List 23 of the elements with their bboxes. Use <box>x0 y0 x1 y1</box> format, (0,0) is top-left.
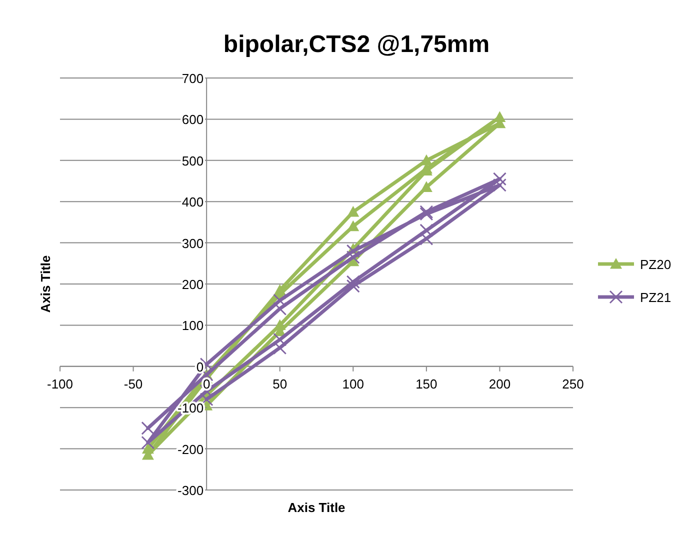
y-tick-label: 400 <box>182 194 204 210</box>
x-tick-label: -100 <box>46 376 74 392</box>
y-tick-label: -300 <box>178 483 204 498</box>
x-tick-label: -50 <box>124 376 143 392</box>
y-tick-label: 700 <box>182 71 204 86</box>
x-tick-label: 50 <box>272 376 288 392</box>
x-tick-label: 200 <box>488 376 511 392</box>
y-tick-label: 200 <box>182 277 204 292</box>
y-tick-label: 100 <box>182 318 204 334</box>
x-axis-title: Axis Title <box>288 500 346 515</box>
y-axis-title: Axis Title <box>38 255 53 313</box>
y-tick-label: 300 <box>182 236 204 251</box>
chart-title: bipolar,CTS2 @1,75mm <box>223 31 490 58</box>
y-tick-label: -100 <box>178 400 204 416</box>
legend-label: PZ21 <box>640 290 672 305</box>
y-tick-label: -200 <box>178 442 204 457</box>
y-tick-label: 500 <box>182 153 204 168</box>
x-tick-label: 150 <box>416 376 438 392</box>
y-tick-label: 600 <box>182 112 204 128</box>
y-tick-label: 0 <box>196 359 204 374</box>
legend-label: PZ20 <box>640 257 672 272</box>
x-tick-label: 100 <box>342 376 364 392</box>
x-tick-label: 250 <box>562 376 584 392</box>
